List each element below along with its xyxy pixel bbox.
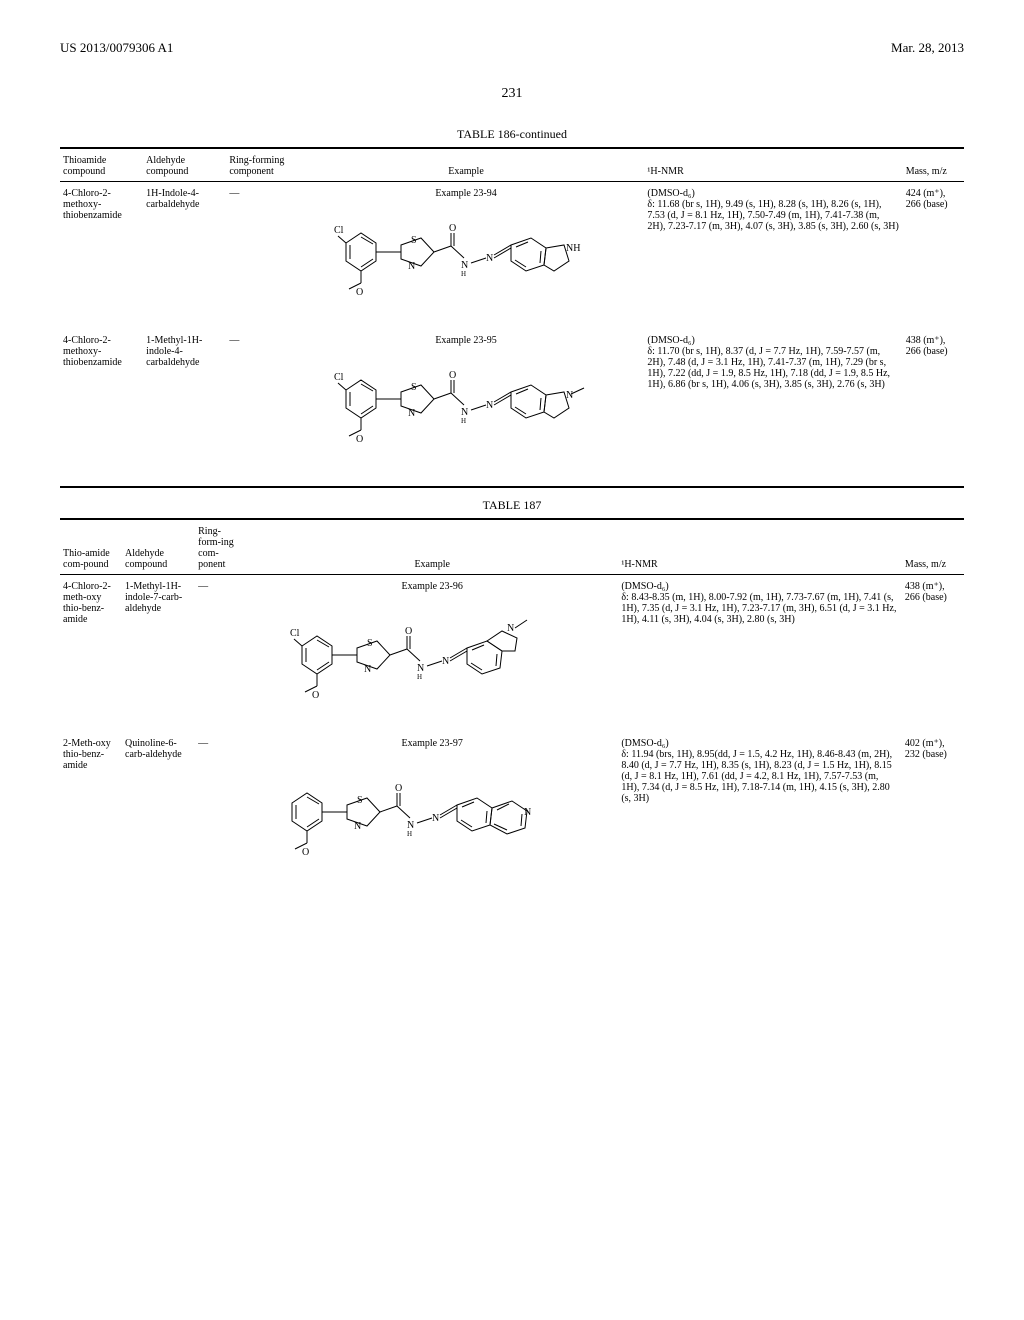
svg-text:O: O <box>405 626 412 637</box>
svg-text:N: N <box>486 253 493 264</box>
cell-ring: — <box>195 732 246 879</box>
svg-text:N: N <box>408 261 415 272</box>
svg-text:NH: NH <box>566 243 580 254</box>
cell-example: Example 23-95 Cl O S N O <box>288 329 645 487</box>
cell-ald: 1H-Indole-4-carbaldehyde <box>143 182 226 330</box>
page-header: US 2013/0079306 A1 Mar. 28, 2013 <box>60 40 964 56</box>
col-header-example: Example <box>246 522 618 575</box>
cell-thio: 4-Chloro-2-methoxy-thiobenzamide <box>60 182 143 330</box>
table-186: Thioamide compound Aldehyde compound Rin… <box>60 147 964 488</box>
col-header-ring: Ring-form-ing com-ponent <box>195 522 246 575</box>
structure-23-97: O S N O N H N <box>272 753 592 873</box>
publication-number: US 2013/0079306 A1 <box>60 40 173 56</box>
svg-text:S: S <box>367 638 373 649</box>
cell-example: Example 23-96 Cl O S N O <box>246 575 618 733</box>
cell-mass: 438 (m⁺), 266 (base) <box>902 575 964 733</box>
col-header-ring: Ring-forming component <box>226 151 287 182</box>
col-header-aldehyde: Aldehyde compound <box>122 522 195 575</box>
page-number: 231 <box>60 86 964 102</box>
example-label: Example 23-95 <box>291 335 642 346</box>
cell-thio: 4-Chloro-2-meth-oxy thio-benz-amide <box>60 575 122 733</box>
cell-thio: 4-Chloro-2-methoxy-thiobenzamide <box>60 329 143 487</box>
structure-23-94: Cl O S N O <box>316 203 616 323</box>
cell-ald: 1-Methyl-1H-indole-7-carb-aldehyde <box>122 575 195 733</box>
svg-text:H: H <box>417 673 422 681</box>
example-label: Example 23-96 <box>249 581 615 592</box>
cell-thio: 2-Meth-oxy thio-benz-amide <box>60 732 122 879</box>
svg-text:N: N <box>524 807 531 818</box>
svg-text:O: O <box>302 847 309 858</box>
svg-text:S: S <box>411 235 417 246</box>
cell-nmr: (DMSO-d₆) δ: 11.94 (brs, 1H), 8.95(dd, J… <box>618 732 902 879</box>
table-row: 4-Chloro-2-methoxy-thiobenzamide 1-Methy… <box>60 329 964 487</box>
cell-ring: — <box>195 575 246 733</box>
col-header-nmr: ¹H-NMR <box>644 151 902 182</box>
structure-23-95: Cl O S N O N H N <box>316 350 616 480</box>
cell-nmr: (DMSO-d₆) δ: 11.70 (br s, 1H), 8.37 (d, … <box>644 329 902 487</box>
svg-text:S: S <box>357 795 363 806</box>
svg-text:N: N <box>408 408 415 419</box>
svg-text:N: N <box>354 821 361 832</box>
svg-text:N: N <box>364 664 371 675</box>
table-row: 2-Meth-oxy thio-benz-amide Quinoline-6-c… <box>60 732 964 879</box>
cell-ring: — <box>226 182 287 330</box>
col-header-thioamide: Thioamide compound <box>60 151 143 182</box>
svg-text:N: N <box>486 400 493 411</box>
table-186-title: TABLE 186-continued <box>60 127 964 142</box>
svg-text:O: O <box>449 370 456 381</box>
svg-text:Cl: Cl <box>290 628 300 639</box>
cell-ald: 1-Methyl-1H-indole-4-carbaldehyde <box>143 329 226 487</box>
col-header-aldehyde: Aldehyde compound <box>143 151 226 182</box>
table-187: Thio-amide com-pound Aldehyde compound R… <box>60 518 964 879</box>
publication-date: Mar. 28, 2013 <box>891 40 964 56</box>
svg-text:N: N <box>432 813 439 824</box>
svg-text:N: N <box>566 390 573 401</box>
svg-text:Cl: Cl <box>334 372 344 383</box>
structure-23-96: Cl O S N O N H N <box>277 596 587 726</box>
cell-example: Example 23-94 Cl O S <box>288 182 645 330</box>
svg-text:O: O <box>395 783 402 794</box>
cell-mass: 402 (m⁺), 232 (base) <box>902 732 964 879</box>
svg-text:H: H <box>407 830 412 838</box>
svg-text:N: N <box>507 623 514 634</box>
svg-text:O: O <box>356 434 363 445</box>
svg-text:Cl: Cl <box>334 225 344 236</box>
table-row: 4-Chloro-2-methoxy-thiobenzamide 1H-Indo… <box>60 182 964 330</box>
table-187-title: TABLE 187 <box>60 498 964 513</box>
cell-mass: 424 (m⁺), 266 (base) <box>903 182 964 330</box>
example-label: Example 23-97 <box>249 738 615 749</box>
table-row: 4-Chloro-2-meth-oxy thio-benz-amide 1-Me… <box>60 575 964 733</box>
svg-text:N: N <box>442 656 449 667</box>
col-header-mass: Mass, m/z <box>903 151 964 182</box>
svg-text:O: O <box>356 287 363 298</box>
cell-nmr: (DMSO-d₆) δ: 11.68 (br s, 1H), 9.49 (s, … <box>644 182 902 330</box>
svg-text:O: O <box>449 223 456 234</box>
col-header-nmr: ¹H-NMR <box>618 522 902 575</box>
cell-mass: 438 (m⁺), 266 (base) <box>903 329 964 487</box>
svg-text:S: S <box>411 382 417 393</box>
col-header-mass: Mass, m/z <box>902 522 964 575</box>
svg-text:H: H <box>461 270 466 278</box>
example-label: Example 23-94 <box>291 188 642 199</box>
cell-example: Example 23-97 O S N O N <box>246 732 618 879</box>
cell-ring: — <box>226 329 287 487</box>
col-header-example: Example <box>288 151 645 182</box>
cell-nmr: (DMSO-d₆) δ: 8.43-8.35 (m, 1H), 8.00-7.9… <box>618 575 902 733</box>
cell-ald: Quinoline-6-carb-aldehyde <box>122 732 195 879</box>
col-header-thioamide: Thio-amide com-pound <box>60 522 122 575</box>
svg-text:O: O <box>312 690 319 701</box>
svg-text:H: H <box>461 417 466 425</box>
